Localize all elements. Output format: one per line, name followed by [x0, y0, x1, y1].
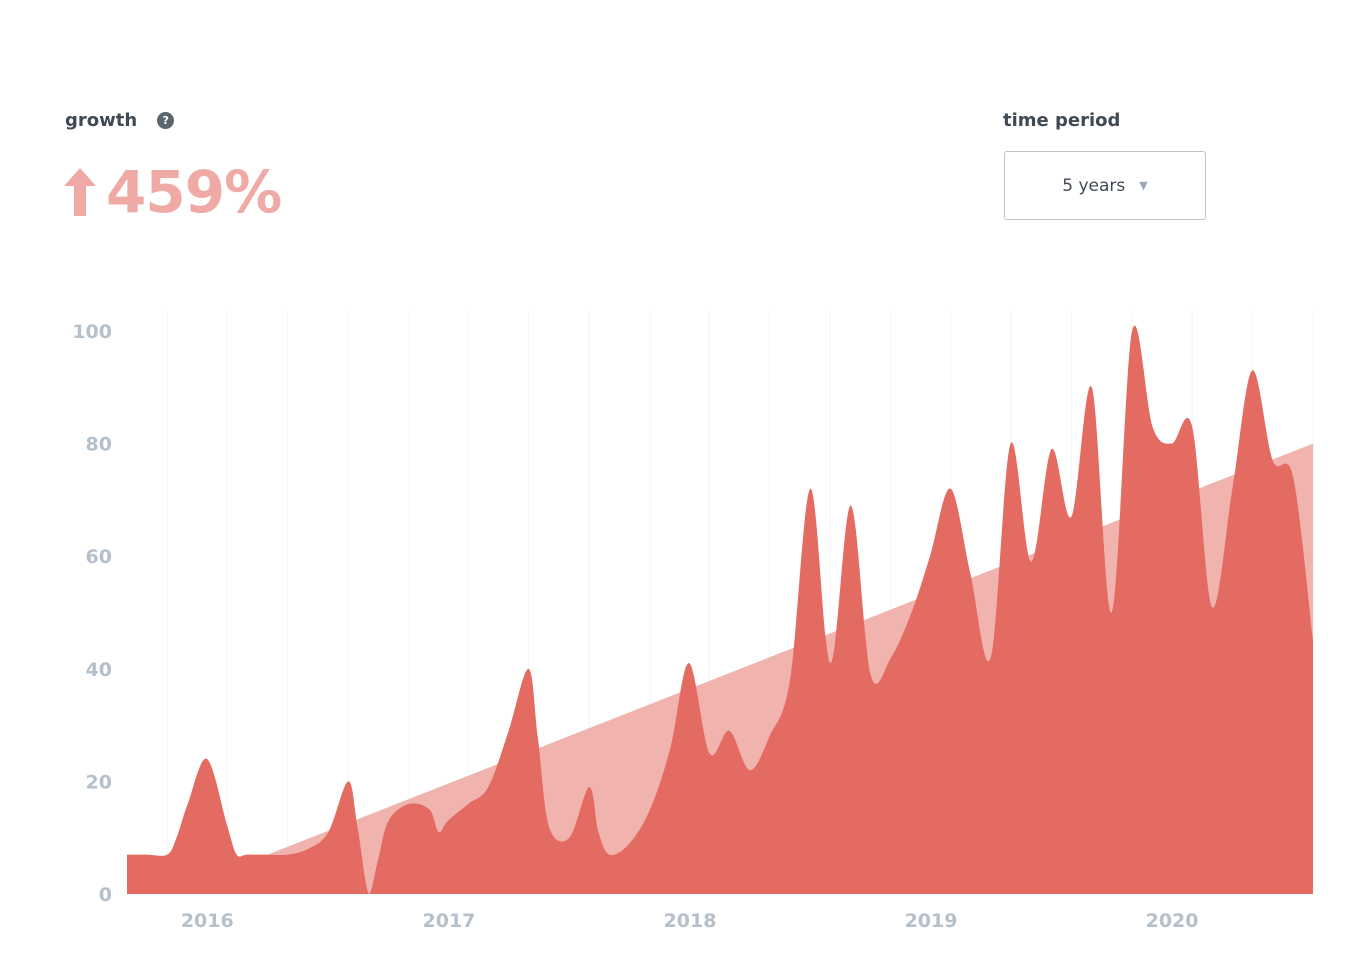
y-tick-label: 60	[86, 546, 112, 568]
help-icon[interactable]: ?	[157, 112, 175, 129]
y-tick-label: 80	[86, 434, 112, 456]
x-tick-label: 2020	[1146, 910, 1199, 932]
y-tick-label: 100	[72, 321, 112, 343]
growth-label: growth ?	[65, 110, 175, 131]
time-period-value: 5 years	[1062, 175, 1126, 196]
y-tick-label: 40	[86, 659, 112, 681]
x-tick-label: 2019	[905, 910, 958, 932]
x-tick-label: 2018	[664, 910, 717, 932]
time-period-select[interactable]: 5 years ▼	[1004, 151, 1206, 220]
growth-percentage: 459%	[106, 158, 282, 226]
x-tick-label: 2017	[423, 910, 476, 932]
arrow-up-icon	[64, 168, 96, 216]
y-tick-label: 0	[99, 884, 112, 906]
time-period-label: time period	[1003, 110, 1121, 131]
growth-label-text: growth	[65, 110, 138, 131]
caret-down-icon: ▼	[1139, 179, 1148, 192]
x-tick-label: 2016	[181, 910, 234, 932]
y-tick-label: 20	[86, 771, 112, 793]
growth-value: 459%	[62, 158, 282, 226]
series-area	[127, 325, 1313, 894]
